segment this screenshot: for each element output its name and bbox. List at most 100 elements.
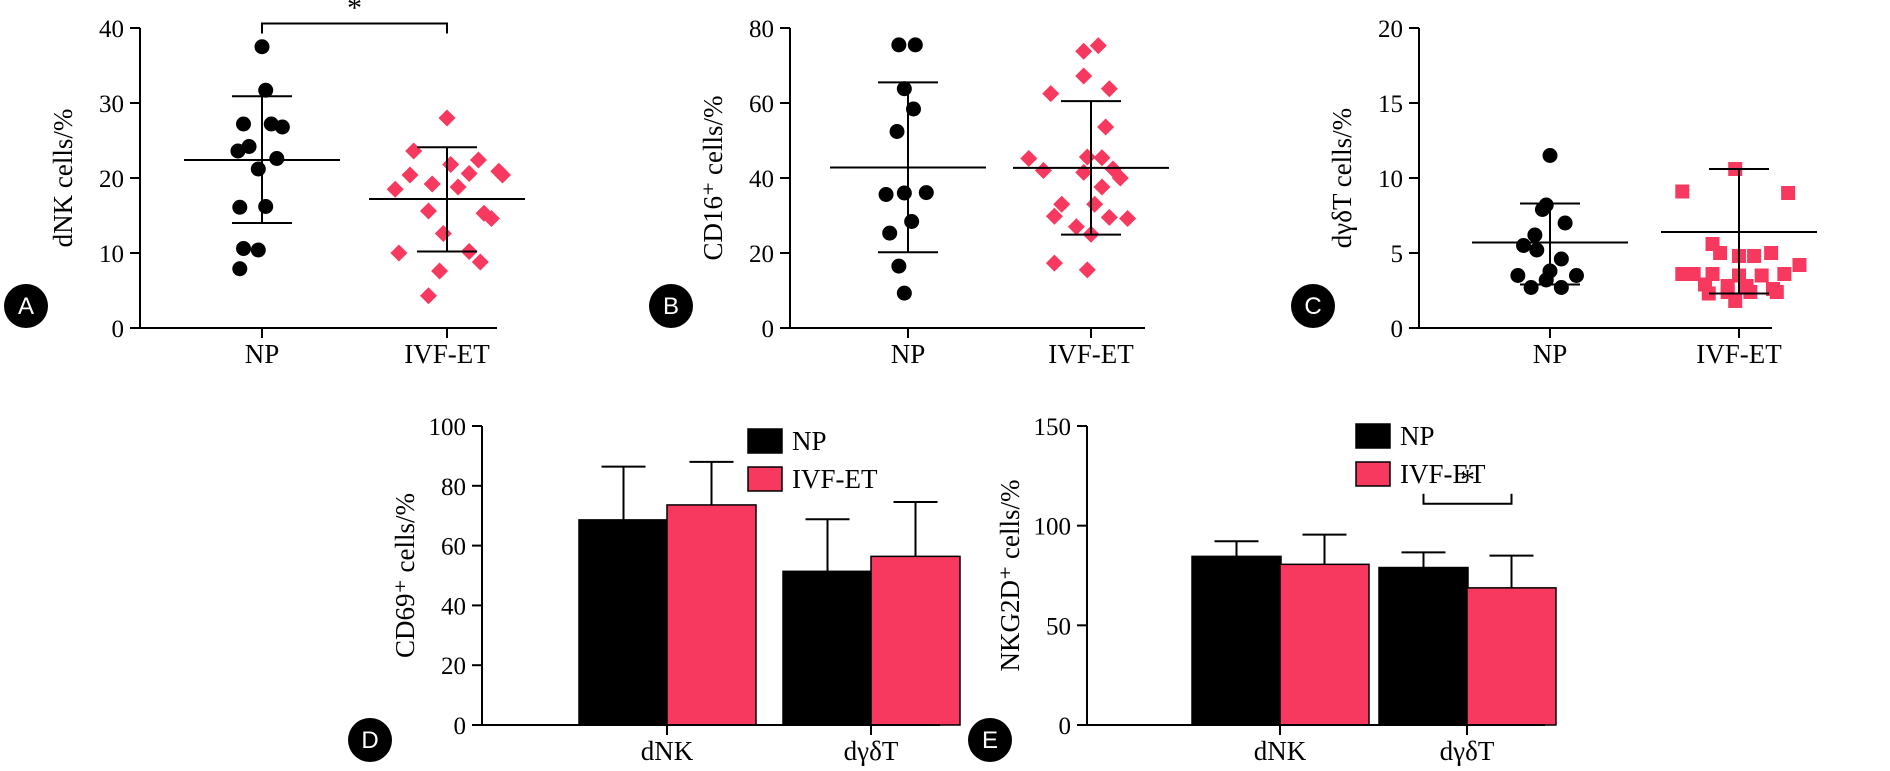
panel-letter: C	[1304, 293, 1321, 320]
data-point	[434, 225, 452, 242]
panel-letter: B	[663, 293, 679, 320]
y-axis-label: NKG2D⁺ cells/%	[995, 480, 1025, 672]
data-point	[1516, 238, 1532, 253]
y-tick-label: 0	[112, 316, 125, 343]
data-point	[258, 199, 274, 214]
data-point	[230, 143, 246, 159]
x-category-label: NP	[891, 339, 926, 369]
significance-star: *	[347, 0, 362, 25]
data-point	[1743, 285, 1758, 299]
y-tick-label: 0	[762, 316, 775, 343]
data-point	[258, 82, 274, 98]
data-point	[1754, 268, 1769, 283]
x-category-label: NP	[1533, 339, 1568, 369]
data-point	[1093, 149, 1111, 167]
bar	[870, 555, 961, 726]
bar	[782, 570, 873, 726]
data-point	[494, 166, 511, 184]
y-tick-label: 100	[429, 414, 467, 441]
data-point	[405, 142, 423, 160]
data-point	[1764, 246, 1779, 260]
y-tick-label: 15	[1378, 91, 1403, 118]
data-point	[431, 262, 449, 280]
legend-swatch	[747, 466, 783, 492]
x-category-label: IVF-ET	[404, 339, 490, 369]
data-point	[907, 37, 923, 53]
x-category-label: IVF-ET	[1048, 339, 1134, 369]
panel-E: 0 50 100 150 dNK dγδT NKG2D⁺ cells/% E NP IVF-ET*	[968, 414, 1557, 766]
data-point	[449, 178, 467, 196]
data-point	[390, 244, 408, 262]
data-point	[882, 225, 898, 241]
data-point	[896, 185, 912, 201]
data-point	[1053, 195, 1071, 213]
panel-B: 0 20 40 60 80 NP IVF-ET CD16⁺ cells/% B	[649, 16, 1169, 369]
data-point	[905, 101, 921, 117]
data-point	[1747, 249, 1762, 263]
panel-A: 0 10 20 30 40 NP IVF-ET dNK cells/% A *	[4, 0, 525, 369]
y-tick-label: 20	[99, 166, 124, 193]
legend-label: IVF-ET	[792, 464, 878, 494]
panel-badge	[649, 284, 693, 328]
data-point	[460, 165, 478, 182]
legend-label: IVF-ET	[1400, 459, 1486, 489]
y-tick-label: 150	[1034, 414, 1072, 441]
data-point	[1675, 267, 1690, 281]
y-tick-label: 50	[1046, 613, 1071, 640]
data-point	[1523, 280, 1539, 295]
data-point	[1553, 280, 1569, 295]
y-tick-label: 40	[749, 166, 774, 193]
data-point	[896, 81, 912, 97]
data-point	[420, 287, 437, 305]
bar	[578, 519, 669, 726]
y-tick-label: 60	[441, 534, 466, 561]
data-point	[1713, 246, 1728, 260]
y-axis-label: dNK cells/%	[48, 109, 78, 248]
data-point	[274, 119, 290, 135]
data-point	[1119, 210, 1137, 227]
y-tick-label: 20	[441, 653, 466, 680]
y-tick-label: 80	[749, 16, 774, 43]
data-point	[250, 242, 266, 258]
x-category-label: dNK	[1254, 736, 1307, 766]
data-point	[1075, 163, 1093, 181]
data-point	[442, 156, 460, 173]
legend-label: NP	[1400, 421, 1435, 451]
x-category-label: dγδT	[1440, 736, 1495, 766]
x-category-label: dNK	[641, 736, 694, 766]
data-point	[904, 214, 920, 229]
y-tick-label: 5	[1391, 241, 1404, 268]
data-point	[1100, 80, 1118, 98]
data-point	[401, 166, 419, 184]
y-tick-label: 40	[441, 593, 466, 620]
significance-bracket	[1422, 493, 1513, 505]
data-point	[1510, 268, 1526, 283]
data-point	[469, 151, 487, 169]
data-point	[471, 253, 489, 271]
y-tick-label: 20	[749, 241, 774, 268]
data-point	[386, 180, 404, 198]
data-point	[269, 151, 285, 166]
data-point	[236, 116, 251, 132]
y-tick-label: 10	[1378, 166, 1403, 193]
data-point	[1045, 254, 1063, 272]
data-point	[1542, 148, 1558, 163]
bar	[1279, 563, 1370, 726]
panel-badge	[968, 718, 1012, 762]
y-tick-label: 100	[1034, 514, 1072, 541]
data-point	[254, 39, 270, 55]
data-point	[1686, 267, 1701, 281]
data-point	[1675, 184, 1690, 199]
data-point	[482, 210, 500, 227]
legend-swatch	[1355, 423, 1391, 449]
bar	[1191, 555, 1282, 726]
data-point	[1075, 42, 1093, 60]
y-axis-label: dγδT cells/%	[1327, 108, 1357, 248]
data-point	[1089, 37, 1107, 55]
data-point	[891, 37, 907, 53]
bar	[666, 504, 757, 726]
data-point	[438, 109, 456, 127]
panel-badge	[1291, 284, 1335, 328]
data-point	[1075, 67, 1093, 85]
data-point	[250, 161, 266, 177]
